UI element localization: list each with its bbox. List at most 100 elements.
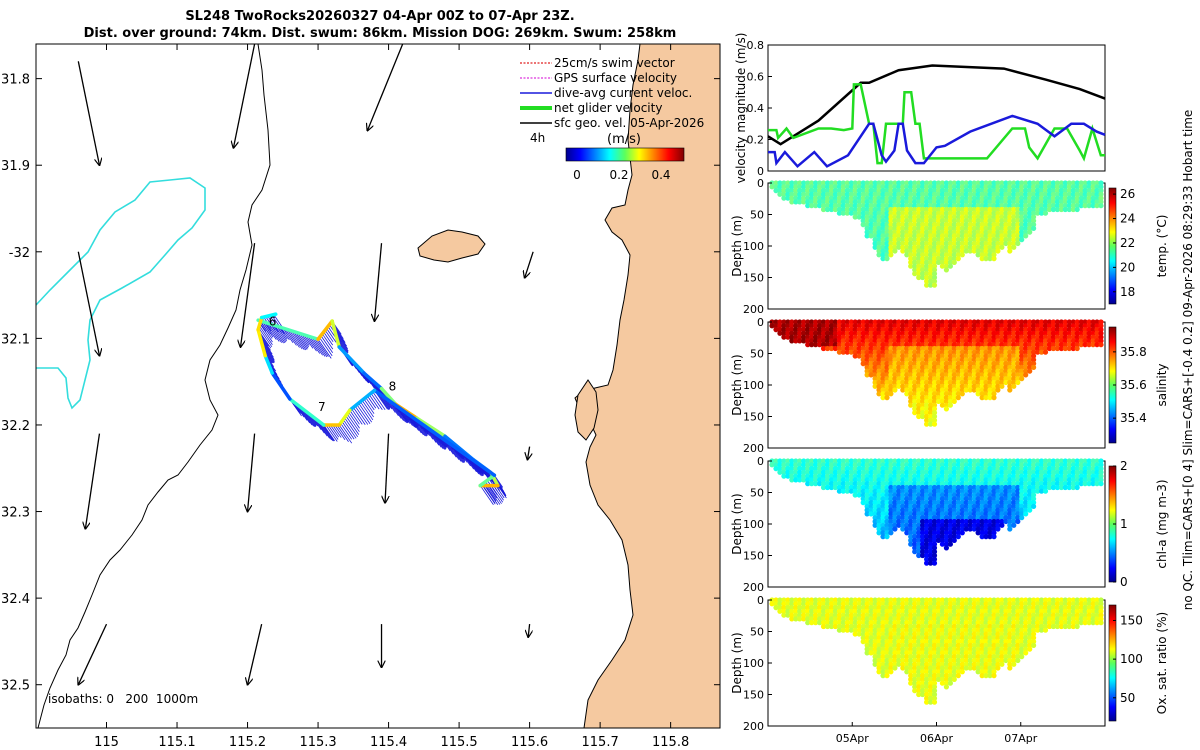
- section-data-point: [920, 184, 926, 190]
- section-data-point: [947, 256, 954, 262]
- section-data-point: [868, 353, 874, 359]
- section-data-point: [920, 191, 926, 197]
- dive-avg-vector: [484, 485, 499, 505]
- section-data-point: [1003, 203, 1009, 209]
- section-data-point: [785, 191, 791, 197]
- section-data-point: [840, 330, 846, 336]
- section-data-point: [892, 199, 898, 205]
- section-data-point: [1007, 180, 1013, 186]
- section-data-point: [1027, 206, 1033, 213]
- section-data-point: [1038, 195, 1045, 201]
- section-data-point: [828, 180, 835, 186]
- section-data-point: [856, 206, 862, 213]
- track-segment: [478, 473, 497, 488]
- section-data-point: [1019, 191, 1025, 197]
- section-data-point: [848, 188, 854, 194]
- section-data-point: [999, 195, 1005, 201]
- section-data-point: [872, 229, 878, 235]
- section-data-point: [860, 188, 866, 194]
- section-data-point: [852, 327, 858, 333]
- section-data-point: [912, 256, 918, 262]
- section-data-point: [884, 244, 890, 250]
- section-data-point: [900, 229, 906, 235]
- section-data-point: [908, 203, 914, 209]
- section-data-point: [801, 180, 807, 186]
- section-data-point: [931, 699, 938, 705]
- section-data-point: [920, 271, 926, 277]
- section-data-point: [1035, 206, 1041, 213]
- section-data-point: [995, 191, 1001, 197]
- map-xtick-label: 115.7: [582, 735, 619, 750]
- section-ylabel: Depth (m): [730, 493, 744, 554]
- section-data-point: [872, 368, 878, 374]
- section-data-point: [900, 248, 906, 254]
- section-data-point: [1023, 199, 1029, 205]
- section-data-point: [896, 323, 902, 329]
- day-marker-7: 7: [318, 400, 326, 414]
- section-data-point: [876, 327, 882, 333]
- section-data-point: [904, 180, 910, 186]
- section-data-point: [955, 188, 961, 194]
- dive-avg-vector: [494, 474, 503, 488]
- section-data-point: [864, 206, 870, 213]
- section-data-point: [920, 180, 926, 186]
- section-data-point: [916, 203, 922, 209]
- section-data-point: [864, 188, 870, 194]
- section-data-point: [1054, 203, 1060, 209]
- section-data-point: [987, 240, 993, 247]
- section-data-point: [896, 184, 902, 190]
- dive-avg-vector: [340, 422, 353, 440]
- section-data-point: [1054, 180, 1060, 186]
- section-data-point: [999, 522, 1005, 528]
- section-data-point: [896, 233, 902, 239]
- section-data-point: [856, 327, 862, 333]
- section-data-point: [820, 342, 827, 348]
- section-data-point: [1062, 191, 1068, 197]
- section-data-point: [809, 323, 815, 329]
- geo-velocity-arrow: [525, 251, 534, 278]
- section-data-point: [836, 327, 843, 333]
- section-data-point: [892, 214, 898, 220]
- section-data-point: [856, 353, 862, 359]
- section-data-point: [848, 327, 854, 333]
- section-data-point: [896, 345, 902, 352]
- section-data-point: [1046, 184, 1053, 190]
- section-data-point: [880, 323, 886, 329]
- section-data-point: [892, 191, 898, 197]
- vel-ytick-label: 0.6: [747, 71, 765, 84]
- section-data-point: [1027, 222, 1033, 228]
- section-data-point: [975, 237, 981, 243]
- section-data-point: [896, 203, 902, 209]
- section-data-point: [904, 229, 910, 235]
- section-data-point: [947, 240, 954, 247]
- section-data-point: [916, 225, 922, 231]
- section-data-point: [880, 233, 886, 239]
- section-data-point: [805, 195, 811, 201]
- section-data-point: [1070, 203, 1076, 209]
- section-data-point: [797, 195, 803, 201]
- section-data-point: [872, 345, 878, 352]
- section-data-point: [872, 330, 878, 336]
- section-data-point: [844, 323, 850, 329]
- section-data-point: [809, 327, 815, 333]
- section-data-point: [781, 180, 787, 186]
- section-data-point: [896, 237, 902, 243]
- section-data-point: [848, 342, 854, 348]
- section-data-point: [880, 244, 886, 250]
- geo-velocity-arrow: [85, 433, 101, 529]
- section-data-point: [880, 353, 886, 359]
- section-data-point: [844, 319, 850, 325]
- section-data-point: [1035, 199, 1041, 205]
- section-data-point: [896, 342, 902, 348]
- section-data-point: [987, 256, 993, 262]
- section-data-point: [884, 534, 890, 540]
- section-data-point: [979, 233, 985, 239]
- section-data-point: [999, 184, 1005, 190]
- legend-geo-velocity: sfc geo. vel. 05-Apr-2026: [554, 116, 704, 130]
- section-data-point: [924, 222, 930, 228]
- section-data-point: [852, 323, 858, 329]
- section-data-point: [912, 218, 918, 224]
- section-data-point: [916, 206, 922, 213]
